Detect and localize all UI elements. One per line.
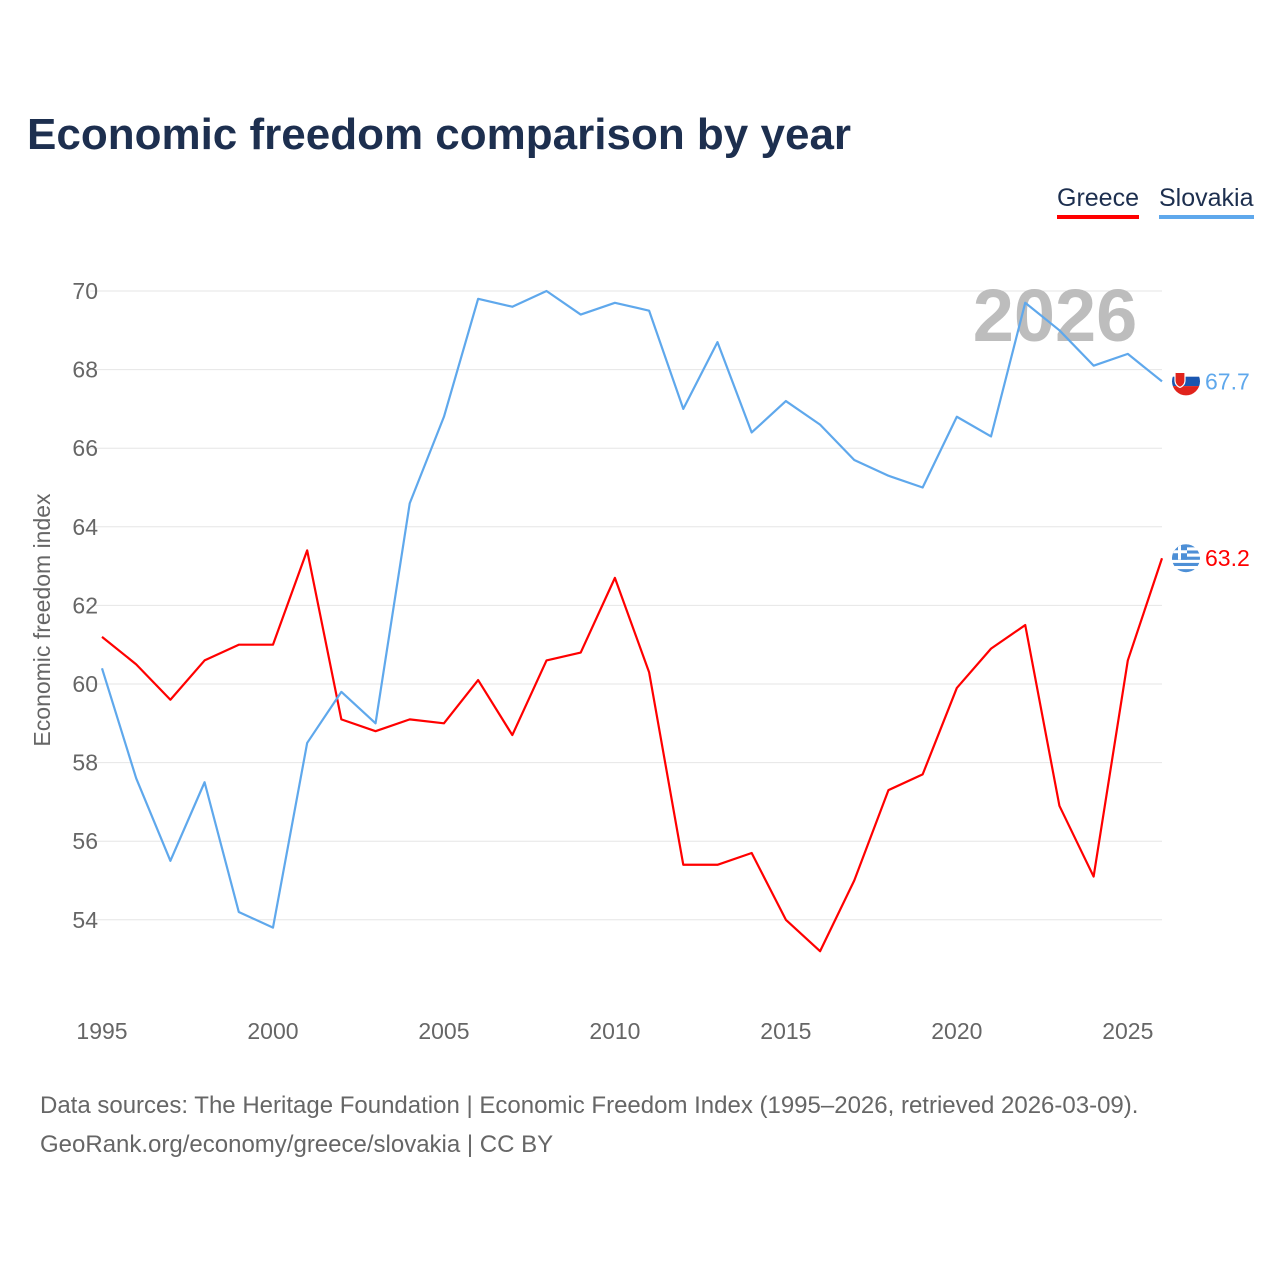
flag-body [1172, 544, 1200, 573]
legend-slovakia[interactable]: Slovakia [1159, 184, 1254, 219]
y-tick-label: 64 [72, 514, 98, 540]
y-tick-label: 66 [72, 435, 98, 461]
end-label-slovakia: 67.7 [1205, 368, 1250, 394]
footer: Data sources: The Heritage Foundation | … [40, 1086, 1138, 1164]
x-tick-label: 2005 [418, 1018, 469, 1044]
flag-shield [1174, 371, 1186, 389]
flag-stripe [1172, 566, 1200, 570]
y-tick-label: 54 [72, 907, 98, 933]
y-tick-label: 60 [72, 671, 98, 697]
series-line-greece [101, 549, 1164, 953]
flag-body [1172, 367, 1200, 396]
end-label-greece: 63.2 [1205, 545, 1250, 571]
y-tick-label: 68 [72, 357, 98, 383]
flag-stripe [1172, 376, 1200, 387]
flag-cross [1178, 544, 1181, 560]
y-tick-label: 58 [72, 750, 98, 776]
x-tick-label: 2020 [931, 1018, 982, 1044]
y-tick-label: 56 [72, 828, 98, 854]
data-source-text: Data sources: The Heritage Foundation | … [40, 1092, 1139, 1119]
chart-title: Economic freedom comparison by year [27, 110, 852, 159]
year-watermark: 2026 [973, 274, 1138, 357]
flag-stripe [1172, 569, 1200, 573]
x-tick-label: 1995 [76, 1018, 127, 1044]
legend-greece[interactable]: Greece [1057, 184, 1139, 219]
flag-stripe [1172, 386, 1200, 396]
slovakia-flag-icon [1172, 367, 1200, 396]
x-tick-label: 2025 [1102, 1018, 1153, 1044]
flag-stripe [1172, 367, 1200, 377]
flag-stripe [1172, 559, 1200, 564]
y-tick-label: 70 [72, 278, 98, 304]
x-tick-label: 2010 [589, 1018, 640, 1044]
greece-flag-icon [1172, 544, 1200, 573]
flag-stripe [1172, 562, 1200, 567]
source-link[interactable]: GeoRank.org/economy/greece/slovakia | CC… [40, 1131, 554, 1158]
x-tick-label: 2000 [247, 1018, 298, 1044]
x-tick-label: 2015 [760, 1018, 811, 1044]
series-line-slovakia [100, 289, 1163, 929]
y-axis-label: Economic freedom index [29, 493, 55, 747]
y-tick-label: 62 [72, 592, 98, 618]
